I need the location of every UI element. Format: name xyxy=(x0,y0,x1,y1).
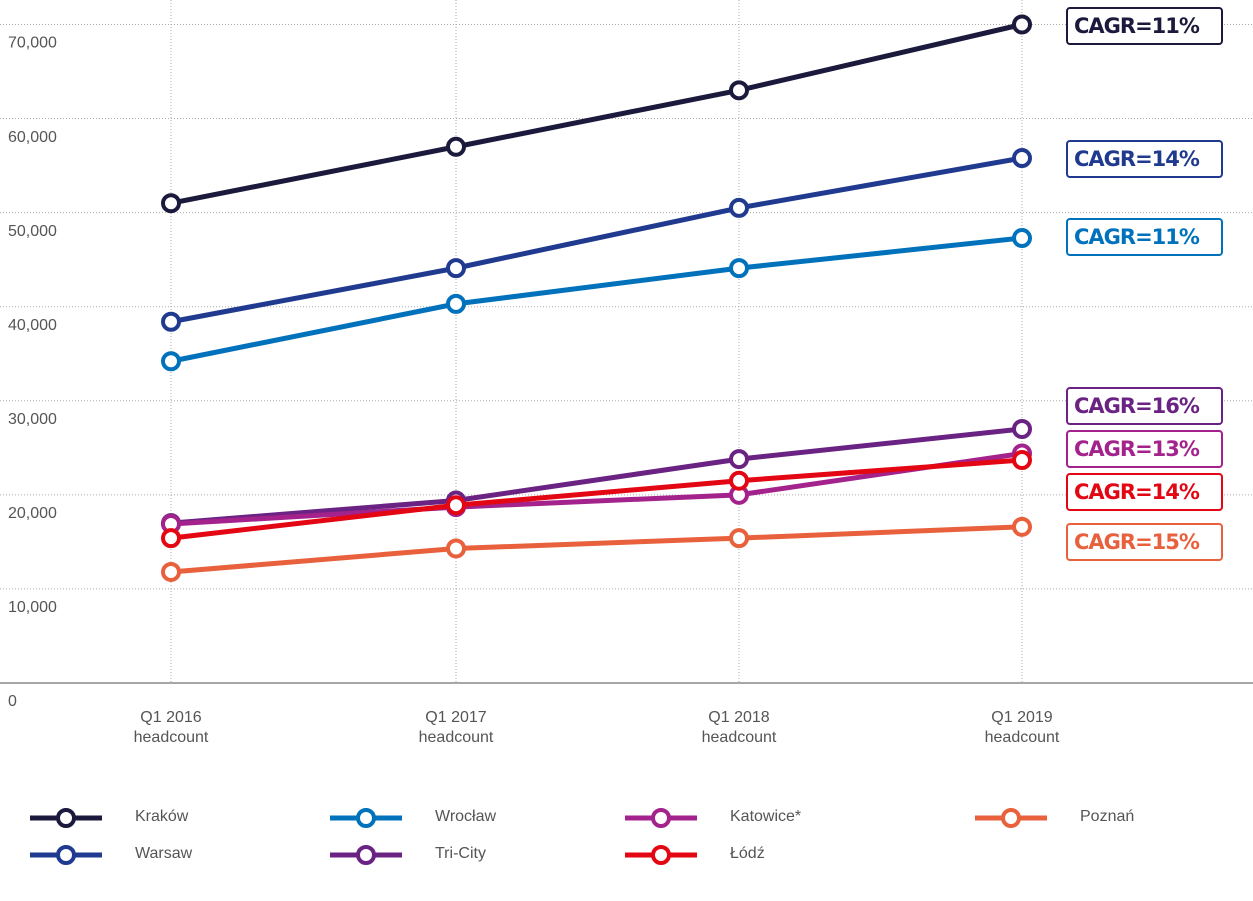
series-line xyxy=(170,22,1023,206)
point xyxy=(729,470,749,491)
legend-label: Warsaw xyxy=(135,845,193,862)
y-tick-label: 40,000 xyxy=(8,317,57,334)
point xyxy=(161,561,181,582)
annotation-box xyxy=(1066,523,1223,561)
annotation: CAGR=14% xyxy=(1074,147,1200,171)
annotation-box xyxy=(1066,430,1223,468)
point xyxy=(1012,14,1032,35)
point xyxy=(446,136,466,157)
x-tick-label: Q1 2017 headcount xyxy=(418,709,494,746)
legend-marker xyxy=(651,808,671,828)
legend-label: Katowice* xyxy=(730,808,802,825)
legend-marker xyxy=(356,845,376,865)
legend-marker xyxy=(651,845,671,865)
y-tick-label: 50,000 xyxy=(8,223,57,240)
annotation: CAGR=13% xyxy=(1074,437,1200,461)
point xyxy=(1012,450,1032,471)
legend-marker xyxy=(1001,808,1021,828)
point xyxy=(446,538,466,559)
legend-label: Tri-City xyxy=(435,845,486,862)
annotation: CAGR=16% xyxy=(1074,394,1200,418)
series-line xyxy=(170,457,1023,541)
point xyxy=(729,528,749,549)
annotation: CAGR=15% xyxy=(1074,530,1200,554)
point xyxy=(446,293,466,314)
series-line xyxy=(170,426,1023,526)
point xyxy=(161,311,181,332)
legend-marker xyxy=(356,808,376,828)
annotation-box xyxy=(1066,7,1223,45)
point xyxy=(729,197,749,218)
series-line xyxy=(170,524,1023,575)
point xyxy=(161,351,181,372)
point xyxy=(729,258,749,279)
annotation: CAGR=14% xyxy=(1074,480,1200,504)
point xyxy=(1012,516,1032,537)
point xyxy=(1012,418,1032,439)
annotation-box xyxy=(1066,473,1223,511)
annotation: CAGR=11% xyxy=(1074,225,1200,249)
series-line xyxy=(170,450,1023,527)
annotation-box xyxy=(1066,140,1223,178)
point xyxy=(729,80,749,101)
y-tick-label: 60,000 xyxy=(8,129,57,146)
legend-marker xyxy=(56,845,76,865)
x-tick-label: Q1 2018 headcount xyxy=(701,709,777,746)
point xyxy=(729,449,749,470)
annotation-box xyxy=(1066,387,1223,425)
legend-label: Kraków xyxy=(135,808,189,825)
series-line xyxy=(170,235,1023,364)
y-tick-label: 30,000 xyxy=(8,411,57,428)
y-tick-label: 0 xyxy=(8,693,17,710)
x-tick-label: Q1 2019 headcount xyxy=(984,709,1060,746)
point xyxy=(1012,148,1032,169)
legend-label: Poznań xyxy=(1080,808,1135,825)
y-tick-label: 10,000 xyxy=(8,599,57,616)
point xyxy=(446,495,466,516)
point xyxy=(161,528,181,549)
series-line xyxy=(170,155,1023,325)
x-tick-label: Q1 2016 headcount xyxy=(133,709,209,746)
point xyxy=(446,258,466,279)
legend-label: Wrocław xyxy=(435,808,497,825)
point xyxy=(1012,228,1032,249)
legend-marker xyxy=(56,808,76,828)
y-tick-label: 20,000 xyxy=(8,505,57,522)
legend-label: Łódź xyxy=(730,845,765,862)
point xyxy=(161,193,181,214)
annotation: CAGR=11% xyxy=(1074,14,1200,38)
y-tick-label: 70,000 xyxy=(8,35,57,52)
annotation-box xyxy=(1066,218,1223,256)
